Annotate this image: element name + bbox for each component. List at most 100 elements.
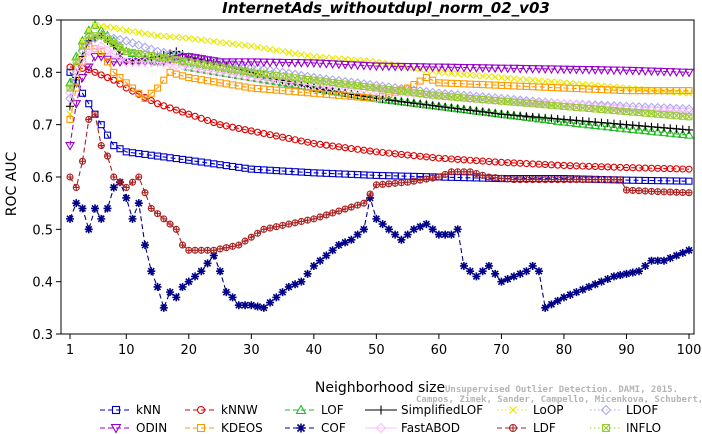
legend-label: LoOP bbox=[533, 403, 564, 417]
legend-entry-LOF: LOF bbox=[285, 403, 344, 417]
point-COF-46 bbox=[347, 235, 356, 244]
point-COF-33 bbox=[266, 298, 275, 307]
point-LDF-42 bbox=[322, 211, 330, 219]
point-LDF-13 bbox=[141, 189, 149, 197]
point-COF-71 bbox=[503, 275, 512, 284]
point-COF-98 bbox=[672, 251, 681, 260]
point-kNNW-18 bbox=[172, 106, 180, 114]
point-LDOF-90 bbox=[621, 101, 632, 112]
point-ODIN-73 bbox=[515, 64, 526, 74]
point-KDEOS-12 bbox=[135, 89, 143, 97]
legend-label: KDEOS bbox=[221, 421, 263, 434]
point-LDOF-93 bbox=[640, 102, 651, 112]
series-line-INFLO bbox=[69, 35, 690, 118]
point-LoOP-16 bbox=[160, 32, 168, 40]
point-LDF-4 bbox=[85, 115, 93, 123]
point-SimplifiedLOF-18 bbox=[172, 47, 181, 56]
point-FastABOD-86 bbox=[596, 102, 607, 112]
point-LDOF-70 bbox=[496, 93, 507, 104]
legend-marker-SimplifiedLOF bbox=[376, 405, 386, 415]
point-COF-52 bbox=[384, 225, 393, 234]
point-LoOP-69 bbox=[491, 73, 499, 81]
point-LDF-65 bbox=[466, 168, 474, 176]
point-KDEOS-13 bbox=[141, 94, 149, 103]
point-FastABOD-38 bbox=[296, 79, 307, 89]
point-ODIN-28 bbox=[233, 58, 244, 67]
point-ODIN-78 bbox=[546, 65, 557, 75]
point-INFLO-100 bbox=[685, 113, 693, 121]
point-INFLO-7 bbox=[103, 36, 112, 44]
point-LDF-53 bbox=[391, 179, 399, 187]
y-tick-label: 0.4 bbox=[32, 276, 53, 291]
point-kNNW-21 bbox=[191, 112, 199, 120]
point-LDOF-64 bbox=[459, 90, 469, 101]
point-LDOF-89 bbox=[615, 101, 626, 111]
point-SimplifiedLOF-67 bbox=[478, 107, 487, 116]
point-ODIN-29 bbox=[240, 58, 251, 67]
series-KDEOS bbox=[66, 42, 693, 123]
point-kNNW-16 bbox=[160, 102, 168, 110]
point-LOF-78 bbox=[546, 115, 557, 125]
point-LDF-38 bbox=[297, 217, 305, 226]
point-LDF-93 bbox=[641, 187, 649, 195]
point-LOF-84 bbox=[584, 119, 594, 129]
point-FastABOD-7 bbox=[102, 45, 113, 55]
point-COF-47 bbox=[353, 230, 362, 239]
point-ODIN-56 bbox=[408, 63, 419, 72]
point-LoOP-38 bbox=[297, 51, 305, 58]
point-LDF-14 bbox=[147, 204, 155, 212]
legend-marker-kNNW bbox=[196, 405, 206, 415]
point-SimplifiedLOF-61 bbox=[441, 103, 450, 112]
point-LoOP-83 bbox=[579, 80, 587, 88]
point-LDOF-63 bbox=[452, 90, 463, 100]
series-LDF bbox=[66, 110, 693, 254]
point-FastABOD-26 bbox=[221, 68, 232, 79]
point-COF-85 bbox=[591, 280, 600, 289]
point-LDOF-77 bbox=[540, 97, 550, 107]
point-ODIN-71 bbox=[502, 64, 513, 74]
watermark-line-2: Campos, Zimek, Sander, Campello, Micenko… bbox=[416, 394, 702, 405]
point-FastABOD-85 bbox=[590, 101, 600, 112]
x-tick-label: 1 bbox=[66, 343, 74, 358]
point-COF-73 bbox=[516, 269, 525, 278]
point-LDOF-61 bbox=[440, 89, 450, 99]
point-ODIN-67 bbox=[477, 64, 488, 73]
point-COF-10 bbox=[122, 193, 131, 202]
point-COF-28 bbox=[234, 301, 243, 310]
point-LDOF-94 bbox=[646, 102, 657, 113]
point-FastABOD-6 bbox=[96, 41, 107, 51]
point-LDF-24 bbox=[210, 246, 218, 254]
point-FastABOD-99 bbox=[677, 106, 688, 117]
point-LOF-86 bbox=[596, 121, 607, 130]
legend-label: ODIN bbox=[136, 421, 167, 434]
legend-label: SimplifiedLOF bbox=[401, 403, 483, 417]
point-COF-4 bbox=[84, 225, 93, 234]
point-FastABOD-13 bbox=[140, 57, 150, 67]
point-ODIN-92 bbox=[634, 67, 644, 76]
point-LDOF-30 bbox=[246, 62, 257, 72]
point-LOF-98 bbox=[671, 128, 682, 138]
point-LDF-26 bbox=[222, 244, 230, 252]
point-LDF-32 bbox=[260, 225, 268, 233]
point-COF-89 bbox=[616, 271, 625, 280]
point-COF-19 bbox=[178, 282, 187, 291]
point-FastABOD-20 bbox=[184, 62, 194, 72]
point-LOF-83 bbox=[577, 118, 588, 128]
point-LoOP-21 bbox=[191, 35, 199, 43]
point-LOF-99 bbox=[677, 129, 688, 139]
point-COF-7 bbox=[103, 204, 112, 213]
point-LDOF-74 bbox=[521, 95, 532, 106]
point-LOF-100 bbox=[684, 130, 694, 139]
point-INFLO-6 bbox=[97, 32, 105, 40]
point-LoOP-36 bbox=[285, 49, 293, 56]
point-FastABOD-89 bbox=[615, 103, 626, 114]
x-axis-label: Neighborhood size bbox=[315, 380, 445, 396]
point-SimplifiedLOF-69 bbox=[491, 109, 500, 118]
point-LoOP-84 bbox=[585, 81, 593, 89]
point-COF-61 bbox=[441, 230, 450, 239]
point-LoOP-85 bbox=[591, 82, 599, 89]
point-COF-75 bbox=[528, 261, 537, 270]
point-ODIN-60 bbox=[433, 63, 444, 73]
point-kNNW-17 bbox=[166, 104, 174, 112]
point-COF-40 bbox=[309, 261, 318, 270]
